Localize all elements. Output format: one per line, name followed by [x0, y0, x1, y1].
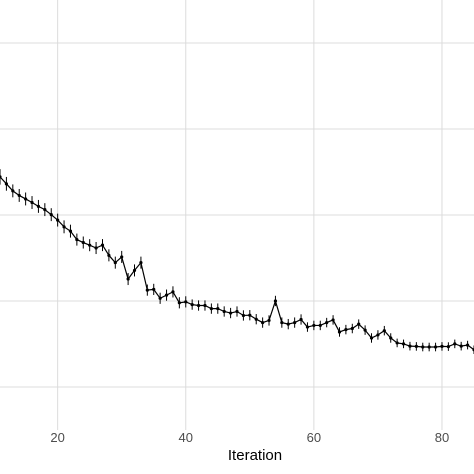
- data-point: [241, 313, 246, 318]
- data-point: [293, 320, 297, 325]
- data-point: [357, 322, 361, 326]
- x-tick-labels: 20 40 60 80: [50, 430, 449, 445]
- x-axis-title: Iteration: [228, 447, 282, 464]
- y-grid: [0, 42, 474, 388]
- data-point: [369, 336, 374, 340]
- data-point: [344, 327, 348, 332]
- x-tick-label: 20: [50, 430, 64, 445]
- data-point: [24, 197, 28, 201]
- data-point: [36, 204, 41, 208]
- data-point: [325, 320, 329, 325]
- data-point: [401, 342, 406, 346]
- data-point: [395, 341, 399, 345]
- data-point: [267, 318, 271, 323]
- data-point: [0, 175, 2, 179]
- data-point: [196, 303, 201, 308]
- data-point: [11, 189, 15, 193]
- data-point: [421, 345, 425, 349]
- data-point: [248, 313, 252, 317]
- data-point: [453, 342, 457, 346]
- data-point: [350, 326, 354, 331]
- x-tick-label: 40: [179, 430, 193, 445]
- data-point: [49, 213, 53, 217]
- data-point: [427, 345, 431, 349]
- series-line: [0, 176, 474, 351]
- data-point: [107, 253, 111, 257]
- data-point: [408, 344, 412, 348]
- data-point: [299, 317, 303, 322]
- data-point: [254, 317, 258, 321]
- data-point: [216, 307, 220, 311]
- data-point: [68, 229, 73, 233]
- data-point: [113, 261, 117, 265]
- data-point: [81, 240, 85, 245]
- data-point: [56, 218, 60, 222]
- data-point: [30, 200, 34, 205]
- data-point: [120, 255, 124, 259]
- data-point: [132, 268, 137, 273]
- data-point: [164, 293, 169, 297]
- data-point: [337, 330, 342, 334]
- data-point: [382, 329, 386, 333]
- data-point: [376, 333, 380, 337]
- data-point: [312, 323, 316, 328]
- x-tick-label: 60: [307, 430, 321, 445]
- data-point: [228, 311, 233, 315]
- data-point: [4, 182, 9, 186]
- data-point: [318, 323, 322, 328]
- data-point: [158, 296, 162, 300]
- data-point: [363, 328, 367, 332]
- data-point: [465, 343, 470, 347]
- data-point: [209, 307, 213, 311]
- data-point: [273, 299, 278, 303]
- data-point: [43, 208, 47, 212]
- data-point: [184, 300, 188, 304]
- data-point: [331, 318, 335, 322]
- x-tick-label: 80: [435, 430, 449, 445]
- data-point: [126, 277, 130, 281]
- data-point: [94, 246, 98, 250]
- data-point: [305, 325, 310, 329]
- data-point: [145, 288, 149, 292]
- data-point: [280, 320, 284, 325]
- data-point: [440, 344, 444, 349]
- data-point: [203, 303, 207, 308]
- data-point: [389, 336, 393, 340]
- series-layer: [0, 169, 474, 355]
- data-point: [222, 309, 226, 314]
- data-point: [446, 344, 450, 349]
- data-point: [177, 301, 181, 305]
- data-point: [88, 243, 92, 247]
- data-point: [62, 225, 66, 229]
- data-point: [139, 261, 143, 265]
- data-point: [100, 243, 105, 247]
- data-point: [261, 320, 265, 325]
- data-point: [459, 344, 463, 348]
- data-point: [235, 309, 239, 314]
- data-point: [171, 290, 175, 294]
- data-point: [152, 287, 156, 291]
- data-point: [17, 193, 21, 198]
- data-point: [75, 237, 79, 242]
- data-point: [414, 344, 418, 349]
- data-point: [433, 345, 438, 349]
- data-point: [190, 302, 194, 307]
- data-point: [286, 322, 290, 326]
